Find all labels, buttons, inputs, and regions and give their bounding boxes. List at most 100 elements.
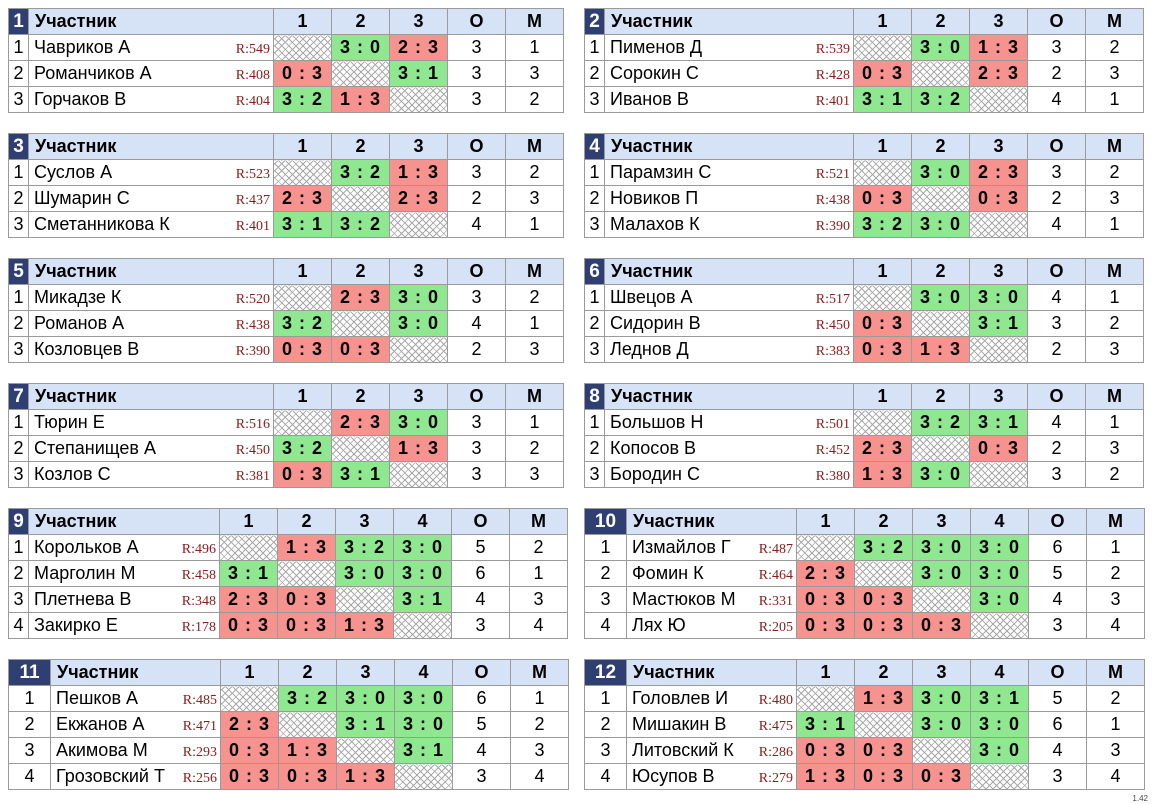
participant-cell: Марголин М R:458 [28,560,220,587]
self-match-cell [854,560,913,587]
row-position: 1 [8,685,51,712]
points-value: 3 [447,284,506,311]
row-position: 1 [584,534,627,561]
opponent-col-header: 3 [335,508,394,535]
self-match-cell [796,685,855,712]
points-header: О [1027,258,1086,285]
place-header: М [505,133,564,160]
match-result: 0 : 3 [796,737,855,764]
place-value: 1 [1085,86,1144,113]
participant-cell: Горчаков В R:404 [28,86,274,113]
match-result: 1 : 3 [969,34,1028,61]
opponent-col-header: 2 [331,258,390,285]
participant-cell: Сорокин С R:428 [604,60,854,87]
opponent-col-header: 1 [219,508,278,535]
participant-rating: R:256 [181,771,217,787]
participant-name: Сидорин В [610,313,701,333]
points-value: 3 [1027,34,1086,61]
participant-rating: R:348 [180,594,216,610]
participant-cell: Закирко Е R:178 [28,612,220,639]
match-result: 0 : 3 [912,612,971,639]
match-result: 1 : 3 [335,612,394,639]
row-position: 1 [8,284,29,311]
participant-name: Горчаков В [34,89,127,109]
place-value: 3 [510,737,569,764]
participant-name: Чавриков А [34,37,131,57]
self-match-cell [277,560,336,587]
participant-header: Участник [28,508,220,535]
points-value: 4 [1027,409,1086,436]
row-position: 2 [584,711,627,738]
participant-cell: Парамзин С R:521 [604,159,854,186]
place-value: 2 [1085,159,1144,186]
match-result: 3 : 1 [969,409,1028,436]
participant-rating: R:437 [234,193,270,209]
place-value: 4 [1086,763,1145,790]
participant-rating: R:383 [814,344,850,360]
self-match-cell [796,534,855,561]
participant-cell: Романчиков А R:408 [28,60,274,87]
match-result: 3 : 0 [331,34,390,61]
place-value: 2 [1085,310,1144,337]
match-result: 0 : 3 [219,612,278,639]
points-value: 4 [1027,211,1086,238]
participant-cell: Сметанникова К R:401 [28,211,274,238]
match-result: 1 : 3 [278,737,337,764]
group-header-row: 8 Участник 1 2 3 О М [584,383,1144,410]
row-position: 2 [8,711,51,738]
match-result: 0 : 3 [969,435,1028,462]
match-result: 3 : 1 [394,737,453,764]
participant-header: Участник [604,8,854,35]
match-result: 0 : 3 [853,310,912,337]
participant-name: Микадзе К [34,287,122,307]
participant-rating: R:549 [234,42,270,58]
match-result: 3 : 1 [336,711,395,738]
participant-rating: R:501 [814,417,850,433]
row-position: 2 [584,435,605,462]
opponent-col-header: 1 [796,508,855,535]
group-header-row: 3 Участник 1 2 3 О М [8,133,564,160]
participant-cell: Лях Ю R:205 [626,612,797,639]
place-value: 3 [505,60,564,87]
participant-cell: Козлов С R:381 [28,461,274,488]
self-match-cell [336,737,395,764]
match-result: 3 : 2 [911,409,970,436]
participant-name: Швецов А [610,287,693,307]
place-value: 1 [1085,211,1144,238]
opponent-col-header: 3 [912,659,971,686]
points-header: О [447,258,506,285]
participant-rating: R:408 [234,68,270,84]
place-header: М [1086,659,1145,686]
opponent-col-header: 2 [331,383,390,410]
points-value: 3 [447,34,506,61]
match-result: 3 : 0 [970,711,1029,738]
self-match-cell [273,284,332,311]
group-number: 11 [8,659,51,686]
participant-rating: R:178 [180,620,216,636]
place-value: 2 [509,534,568,561]
match-result: 0 : 3 [796,586,855,613]
points-value: 3 [447,159,506,186]
participant-cell: Микадзе К R:520 [28,284,274,311]
row-position: 3 [584,86,605,113]
participant-name: Литовский К [632,740,734,760]
points-value: 5 [452,711,511,738]
participant-rating: R:475 [757,719,793,735]
